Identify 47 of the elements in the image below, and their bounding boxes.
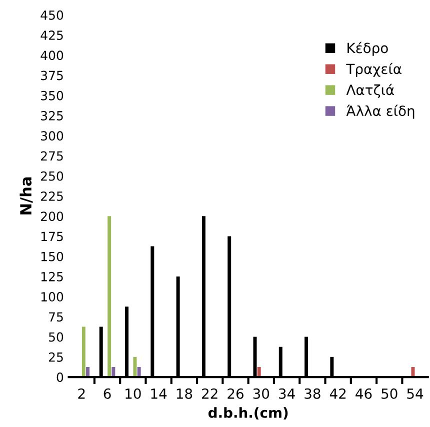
y-tick-label: 25 — [48, 352, 63, 362]
y-tick-label: 300 — [41, 131, 64, 141]
x-tick-label: 2 — [78, 388, 85, 399]
y-tick-label: 0 — [56, 372, 64, 382]
legend-label: Κέδρο — [348, 42, 388, 56]
x-tick-label: 10 — [126, 388, 141, 399]
y-tick-label: 275 — [40, 151, 63, 161]
bar — [86, 366, 90, 378]
y-tick-label: 325 — [41, 111, 63, 120]
x-tick-label: 18 — [176, 388, 192, 399]
y-tick-label: 250 — [40, 171, 64, 181]
y-tick-label: 350 — [41, 90, 64, 100]
x-tick-label: 38 — [304, 388, 320, 399]
x-tick-label: 14 — [151, 388, 167, 399]
x-tick-label: 26 — [228, 388, 244, 399]
bar — [108, 216, 112, 378]
y-tick-label: 450 — [40, 10, 64, 20]
y-tick-label: 125 — [41, 272, 63, 282]
y-tick-label: 200 — [40, 212, 64, 222]
y-tick-label: 400 — [40, 50, 64, 60]
y-tick-label: 175 — [41, 232, 63, 242]
x-tick-label: 22 — [202, 388, 218, 399]
legend-label: Λατζιά — [346, 84, 394, 98]
bar — [411, 366, 415, 378]
y-tick-label: 75 — [49, 312, 63, 322]
x-tick-label: 50 — [382, 388, 398, 399]
bar — [112, 366, 116, 378]
y-axis-title: N/ha — [20, 177, 33, 214]
x-tick-label: 54 — [407, 388, 424, 399]
y-tick-label: 425 — [40, 30, 63, 40]
bar — [137, 366, 141, 378]
x-tick-label: 6 — [104, 388, 111, 399]
y-tick-label: 375 — [41, 70, 63, 80]
y-tick-label: 100 — [41, 292, 64, 302]
x-tick-label: 34 — [279, 388, 295, 399]
x-tick-label: 30 — [253, 388, 270, 399]
legend-label: Άλλα είδη — [346, 104, 414, 119]
bar — [257, 366, 261, 378]
x-tick-label: 46 — [356, 388, 372, 399]
x-axis-title: d.b.h.(cm) — [208, 407, 288, 420]
bar — [133, 356, 137, 378]
x-tick-label: 42 — [330, 388, 346, 399]
y-tick-label: 50 — [48, 332, 64, 342]
y-tick-label: 225 — [40, 191, 63, 201]
y-tick-label: 150 — [41, 252, 64, 262]
bar — [82, 326, 86, 378]
legend-label: Τραχεία — [346, 62, 402, 77]
